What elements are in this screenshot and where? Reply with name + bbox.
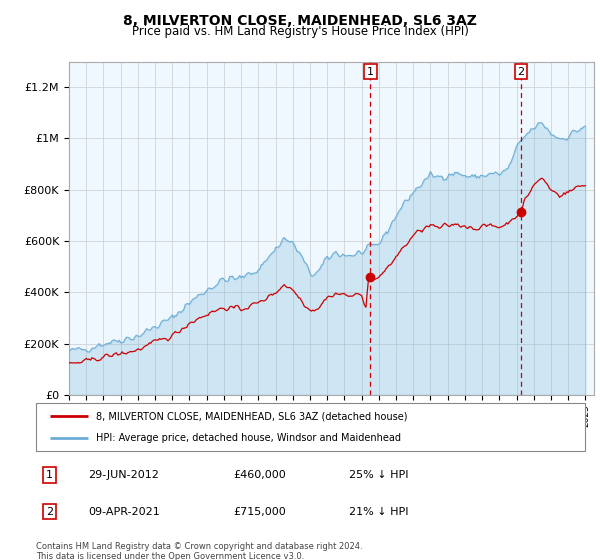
Text: HPI: Average price, detached house, Windsor and Maidenhead: HPI: Average price, detached house, Wind… [97, 433, 401, 443]
Text: 8, MILVERTON CLOSE, MAIDENHEAD, SL6 3AZ: 8, MILVERTON CLOSE, MAIDENHEAD, SL6 3AZ [123, 14, 477, 28]
Text: £460,000: £460,000 [233, 470, 286, 480]
Text: 1: 1 [367, 67, 374, 77]
Text: 25% ↓ HPI: 25% ↓ HPI [349, 470, 409, 480]
Text: 1: 1 [46, 470, 53, 480]
Text: 2: 2 [46, 507, 53, 517]
Text: Price paid vs. HM Land Registry's House Price Index (HPI): Price paid vs. HM Land Registry's House … [131, 25, 469, 38]
Text: 2: 2 [517, 67, 524, 77]
Text: £715,000: £715,000 [233, 507, 286, 517]
Text: 21% ↓ HPI: 21% ↓ HPI [349, 507, 409, 517]
Text: 29-JUN-2012: 29-JUN-2012 [88, 470, 159, 480]
Text: 8, MILVERTON CLOSE, MAIDENHEAD, SL6 3AZ (detached house): 8, MILVERTON CLOSE, MAIDENHEAD, SL6 3AZ … [97, 411, 408, 421]
Text: 09-APR-2021: 09-APR-2021 [88, 507, 160, 517]
Text: Contains HM Land Registry data © Crown copyright and database right 2024.
This d: Contains HM Land Registry data © Crown c… [36, 542, 362, 560]
